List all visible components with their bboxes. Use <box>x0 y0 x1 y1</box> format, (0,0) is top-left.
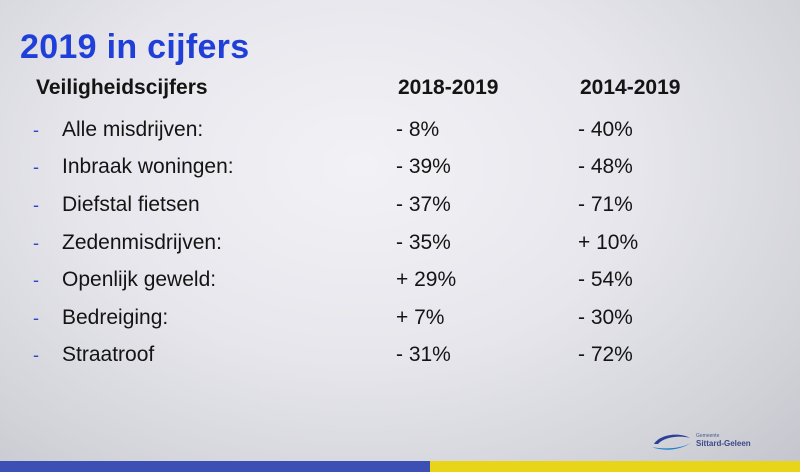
bullet-dash: - <box>33 233 39 253</box>
row-label: Diefstal fietsen <box>62 193 200 216</box>
column-header-2014-2019: 2014-2019 <box>580 76 681 99</box>
bullet-dash: - <box>33 120 39 140</box>
row-label: Straatroof <box>62 343 155 366</box>
value-2014-2019: - 54% <box>578 268 633 291</box>
row-label: Openlijk geweld: <box>62 268 217 291</box>
value-2014-2019: - 30% <box>578 306 633 329</box>
logo-caption: Gemeente <box>696 433 720 439</box>
bullet-dash: - <box>33 157 39 177</box>
logo-name: Sittard-Geleen <box>696 439 751 448</box>
column-header-label: Veiligheidscijfers <box>36 76 208 99</box>
value-2014-2019: + 10% <box>578 231 639 254</box>
value-2014-2019: - 72% <box>578 343 633 366</box>
bullet-dash: - <box>33 345 39 365</box>
swoosh-logo-icon <box>652 434 692 450</box>
footer-band-yellow <box>430 461 800 472</box>
value-2018-2019: - 8% <box>396 118 440 141</box>
value-2014-2019: - 71% <box>578 193 633 216</box>
value-2018-2019: + 29% <box>396 268 457 291</box>
table-row: - Straatroof - 31% - 72% <box>0 343 800 375</box>
value-2018-2019: - 39% <box>396 155 451 178</box>
footer-color-band <box>0 461 800 472</box>
value-2014-2019: - 40% <box>578 118 633 141</box>
row-label: Zedenmisdrijven: <box>62 231 222 254</box>
row-label: Bedreiging: <box>62 306 169 329</box>
table-row: - Diefstal fietsen - 37% - 71% <box>0 193 800 225</box>
column-header-2018-2019: 2018-2019 <box>398 76 499 99</box>
value-2018-2019: + 7% <box>396 306 445 329</box>
value-2014-2019: - 48% <box>578 155 633 178</box>
table-row: - Alle misdrijven: - 8% - 40% <box>0 118 800 150</box>
table-row: - Inbraak woningen: - 39% - 48% <box>0 155 800 187</box>
bullet-dash: - <box>33 308 39 328</box>
row-label: Inbraak woningen: <box>62 155 234 178</box>
value-2018-2019: - 35% <box>396 231 451 254</box>
row-label: Alle misdrijven: <box>62 118 204 141</box>
bullet-dash: - <box>33 195 39 215</box>
value-2018-2019: - 37% <box>396 193 451 216</box>
municipality-logo: Gemeente Sittard-Geleen <box>650 428 760 456</box>
table-row: - Openlijk geweld: + 29% - 54% <box>0 268 800 300</box>
bullet-dash: - <box>33 270 39 290</box>
slide-title: 2019 in cijfers <box>20 28 250 66</box>
table-row: - Bedreiging: + 7% - 30% <box>0 306 800 338</box>
footer-band-blue <box>0 461 430 472</box>
value-2018-2019: - 31% <box>396 343 451 366</box>
table-row: - Zedenmisdrijven: - 35% + 10% <box>0 231 800 263</box>
